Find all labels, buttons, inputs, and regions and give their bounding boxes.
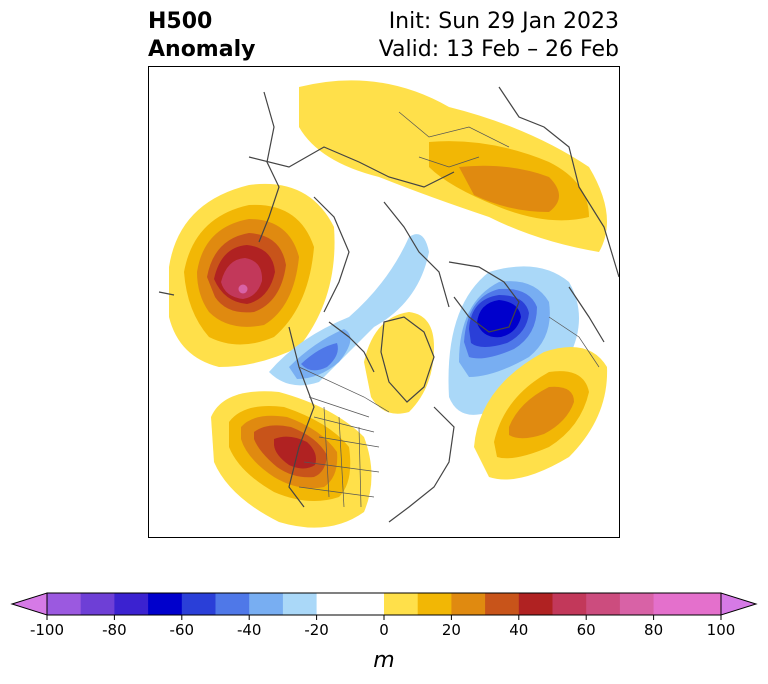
colorbar-segment (552, 593, 587, 615)
anomaly-greenland-positive (364, 312, 434, 414)
init-date: Init: Sun 29 Jan 2023 (388, 9, 619, 34)
title-line-1: H500 (148, 9, 213, 34)
colorbar-segment (653, 593, 688, 615)
chart-title: H500 Anomaly (148, 8, 255, 64)
colorbar-tick-label: 100 (707, 621, 736, 639)
valid-range: Valid: 13 Feb – 26 Feb (378, 37, 619, 62)
anomaly-contours (169, 80, 608, 528)
colorbar-segment (249, 593, 284, 615)
colorbar-tick-label: 40 (509, 621, 528, 639)
colorbar-segment (181, 593, 216, 615)
coastlines (158, 86, 619, 523)
anomaly-atlantic-positive (474, 347, 608, 480)
anomaly-map (148, 66, 620, 538)
colorbar-tick-label: -60 (170, 621, 195, 639)
colorbar-segment (148, 593, 183, 615)
colorbar-segment (282, 593, 318, 615)
colorbar-segment (114, 593, 149, 615)
colorbar-segment (417, 593, 452, 615)
colorbar-svg: -100 -80 -60 -40 -20 0 20 40 60 80 100 (10, 592, 758, 639)
colorbar-extend-max (720, 592, 758, 616)
colorbar-tick-label: 80 (644, 621, 663, 639)
colorbar-segment (215, 593, 250, 615)
colorbar-tick-label: -100 (30, 621, 64, 639)
colorbar-segment (47, 593, 82, 615)
chart-dates: Init: Sun 29 Jan 2023 Valid: 13 Feb – 26… (379, 8, 619, 64)
title-line-2: Anomaly (148, 37, 256, 62)
anomaly-siberia-positive (299, 80, 607, 252)
colorbar-segment (586, 593, 621, 615)
anomaly-west-us-positive (211, 391, 372, 528)
colorbar-tick-label: -80 (102, 621, 127, 639)
colorbar-segment (518, 593, 553, 615)
colorbar-extend-min (10, 592, 48, 616)
map-svg (158, 80, 619, 528)
colorbar-tick-label: 20 (442, 621, 461, 639)
colorbar-segment (316, 593, 351, 615)
colorbar-tick-label: -20 (304, 621, 329, 639)
colorbar-segment (350, 593, 385, 615)
colorbar-segment (384, 593, 419, 615)
colorbar-tick-label: 0 (379, 621, 389, 639)
colorbar: -100 -80 -60 -40 -20 0 20 40 60 80 100 m (0, 588, 768, 684)
country-borders (298, 111, 600, 508)
anomaly-alaska-negative (269, 234, 429, 386)
colorbar-segment (619, 593, 655, 615)
colorbar-unit: m (373, 648, 395, 673)
colorbar-segment (485, 593, 520, 615)
anomaly-scandinavia-negative (448, 266, 579, 415)
anomaly-gulf-alaska-positive (169, 183, 335, 367)
colorbar-tick-label: 60 (577, 621, 596, 639)
colorbar-segment (80, 593, 115, 615)
colorbar-tick-label: -40 (237, 621, 262, 639)
colorbar-segment (451, 593, 486, 615)
colorbar-segment (687, 593, 722, 615)
